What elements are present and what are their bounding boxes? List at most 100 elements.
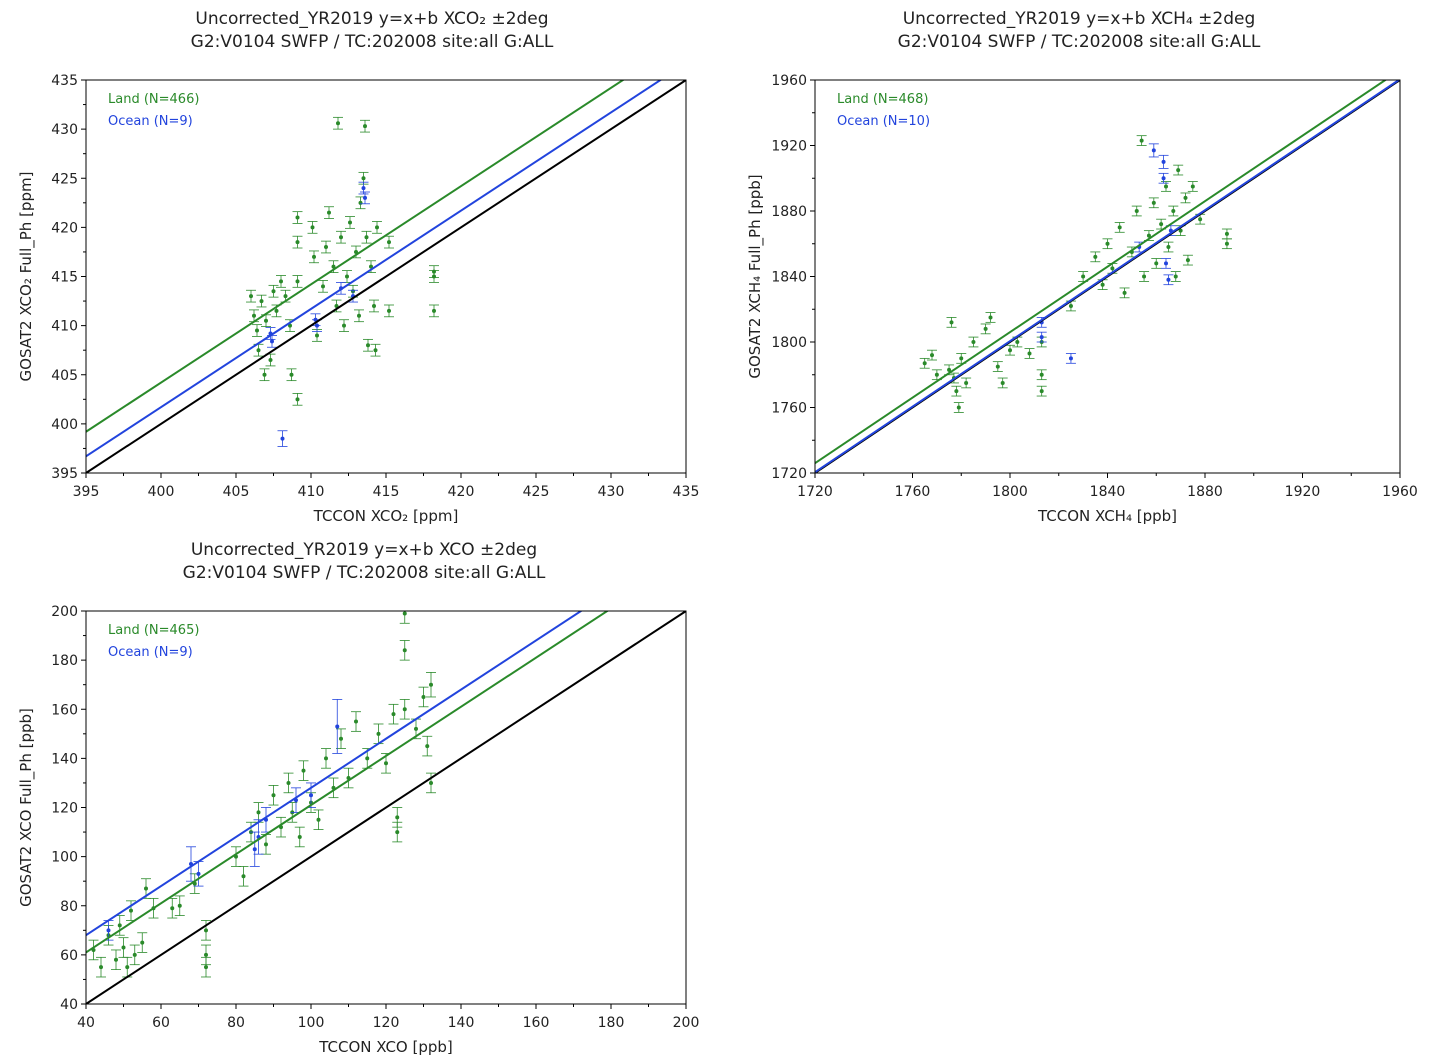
- y-tick-label: 160: [51, 702, 78, 718]
- plot-area: [86, 80, 686, 473]
- one-to-one-line: [86, 611, 686, 1004]
- marker: [959, 356, 964, 361]
- marker: [402, 648, 407, 653]
- marker: [316, 817, 321, 822]
- land-data-point: [1180, 192, 1191, 204]
- x-tick-label: 415: [373, 484, 400, 500]
- land-data-point: [1151, 258, 1162, 269]
- land-data-point: [283, 772, 294, 794]
- marker: [310, 225, 315, 230]
- marker: [288, 323, 292, 328]
- marker: [429, 682, 433, 687]
- chart-title-line: G2:V0104 SWFP / TC:202008 site:all G:ALL: [183, 563, 546, 583]
- land-data-point: [201, 956, 211, 978]
- x-tick-label: 200: [673, 1015, 700, 1031]
- land-data-point: [1036, 369, 1047, 381]
- land-data-point: [298, 760, 309, 781]
- land-data-point: [167, 897, 178, 919]
- marker: [348, 220, 352, 225]
- marker: [117, 923, 122, 928]
- marker: [384, 761, 388, 766]
- marker: [949, 320, 954, 325]
- x-tick-label: 1720: [797, 484, 833, 500]
- marker: [1198, 217, 1203, 222]
- marker: [1039, 389, 1044, 394]
- marker: [1142, 274, 1147, 279]
- land-data-point: [363, 338, 373, 352]
- marker: [1173, 274, 1178, 279]
- land-data-point: [399, 699, 410, 720]
- marker: [1224, 231, 1229, 236]
- marker: [395, 830, 400, 835]
- land-fit-line: [86, 611, 610, 954]
- marker: [114, 957, 118, 962]
- chart-title-line: G2:V0104 SWFP / TC:202008 site:all G:ALL: [191, 32, 554, 52]
- land-data-point: [328, 777, 339, 799]
- marker: [170, 906, 175, 911]
- marker: [99, 965, 103, 970]
- marker: [274, 308, 279, 313]
- marker: [1146, 233, 1151, 238]
- land-data-point: [122, 956, 133, 978]
- marker: [315, 333, 319, 338]
- y-tick-label: 60: [60, 948, 78, 964]
- land-data-point: [953, 402, 964, 413]
- y-tick-label: 1720: [771, 466, 807, 482]
- marker: [339, 235, 343, 240]
- axes-frame: [85, 610, 687, 1005]
- marker: [336, 121, 340, 126]
- marker: [125, 965, 130, 970]
- marker: [402, 707, 407, 712]
- marker: [1183, 195, 1188, 200]
- marker: [271, 793, 276, 798]
- marker: [1093, 254, 1098, 259]
- y-axis-label: GOSAT2 XCH₄ Full_Ph [ppb]: [746, 174, 765, 378]
- land-data-point: [1148, 197, 1159, 209]
- marker: [342, 323, 346, 328]
- x-tick-label: 40: [77, 1015, 95, 1031]
- x-tick-label: 1840: [1090, 484, 1126, 500]
- marker: [357, 313, 361, 318]
- marker: [129, 908, 133, 913]
- y-tick-label: 120: [51, 801, 78, 817]
- ocean-data-point: [265, 327, 276, 340]
- marker: [1224, 241, 1229, 246]
- marker: [1164, 184, 1168, 189]
- land-data-point: [426, 772, 436, 794]
- marker: [1161, 159, 1166, 164]
- marker: [354, 249, 358, 254]
- marker: [279, 279, 283, 284]
- ocean-data-point: [249, 831, 260, 867]
- land-data-point: [372, 221, 382, 234]
- marker: [1110, 266, 1115, 271]
- land-data-point: [137, 932, 148, 953]
- land-data-point: [399, 640, 410, 661]
- land-data-point: [342, 270, 352, 283]
- y-tick-label: 180: [51, 653, 78, 669]
- chart-panel-1: Uncorrected_YR2019 y=x+b XCO₂ ±2deg G2:V0…: [17, 9, 699, 525]
- land-data-point: [1090, 251, 1101, 263]
- land-data-point: [1102, 238, 1113, 250]
- y-tick-label: 80: [60, 899, 78, 915]
- ocean-fit-line: [815, 80, 1400, 473]
- marker: [369, 264, 373, 269]
- land-data-point: [307, 221, 318, 234]
- marker: [295, 215, 300, 220]
- land-data-point: [392, 807, 403, 828]
- x-tick-label: 60: [152, 1015, 170, 1031]
- ocean-data-point: [1161, 258, 1171, 269]
- marker: [954, 389, 959, 394]
- x-tick-label: 180: [598, 1015, 625, 1031]
- marker: [988, 315, 993, 320]
- x-tick-label: 1960: [1382, 484, 1418, 500]
- marker: [339, 736, 343, 741]
- land-data-point: [321, 748, 331, 769]
- marker: [358, 200, 363, 205]
- land-data-point: [1187, 181, 1198, 192]
- x-tick-label: 410: [298, 484, 325, 500]
- marker: [289, 372, 294, 377]
- marker: [376, 731, 381, 736]
- marker: [354, 719, 358, 724]
- marker: [1166, 245, 1171, 250]
